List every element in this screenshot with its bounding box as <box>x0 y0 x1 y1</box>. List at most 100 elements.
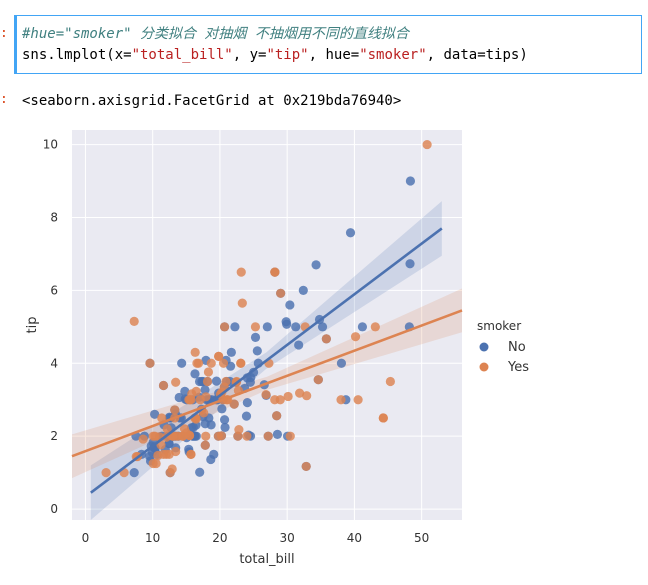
scatter-point-yes <box>200 440 210 450</box>
code-cell[interactable] <box>14 15 642 74</box>
scatter-point-no <box>190 369 200 379</box>
scatter-point-yes <box>158 380 169 391</box>
scatter-point-no <box>217 404 227 414</box>
scatter-point-yes <box>138 434 148 444</box>
y-tick-label: 10 <box>43 138 58 152</box>
scatter-point-yes <box>270 395 280 405</box>
scatter-point-no <box>177 358 187 368</box>
scatter-point-yes <box>237 298 247 308</box>
scatter-point-yes <box>301 461 311 472</box>
regression-line-no <box>90 227 443 494</box>
scatter-point-yes <box>219 322 230 332</box>
scatter-point-yes <box>206 358 216 368</box>
scatter-point-no <box>262 322 272 332</box>
scatter-point-no <box>311 260 321 270</box>
lmplot-chart: 0 10 20 30 40 50 0 2 4 6 8 10 total_bill tip smoke… <box>25 130 529 567</box>
code-comment: #hue="smoker" 分类拟合 对抽烟 不抽烟用不同的直线拟合 <box>22 26 409 42</box>
scatter-point-yes <box>214 351 224 361</box>
scatter-point-yes <box>218 358 229 368</box>
scatter-point-no <box>294 340 304 350</box>
y-tick-labels: 0 2 4 6 8 10 <box>43 138 58 516</box>
scatter-point-yes <box>201 392 211 402</box>
input-prompt: : <box>0 26 8 41</box>
scatter-point-no <box>282 319 292 329</box>
x-tick-label: 30 <box>280 531 295 545</box>
scatter-point-no <box>252 346 262 356</box>
legend-marker-no <box>479 342 489 352</box>
scatter-point-yes <box>203 367 214 377</box>
scatter-point-yes <box>187 389 197 399</box>
scatter-point-yes <box>145 358 155 368</box>
scatter-point-no <box>150 409 160 419</box>
scatter-point-no <box>180 386 190 396</box>
scatter-point-yes <box>385 376 395 387</box>
scatter-point-yes <box>263 431 273 441</box>
scatter-point-yes <box>153 450 163 461</box>
cell-output: <seaborn.axisgrid.FacetGrid at 0x219bda7… <box>22 93 402 109</box>
scatter-point-yes <box>285 431 295 441</box>
scatter-point-yes <box>178 431 188 441</box>
legend-label-yes: Yes <box>507 360 529 375</box>
scatter-point-yes <box>171 377 181 387</box>
code-fn: sns.lmplot(x= <box>22 47 132 63</box>
x-tick-label: 40 <box>347 531 362 545</box>
scatter-point-no <box>200 385 210 395</box>
code-hue-arg: "smoker" <box>359 47 427 63</box>
scatter-point-no <box>285 300 295 310</box>
scatter-point-yes <box>186 449 196 459</box>
scatter-point-no <box>174 392 184 403</box>
scatter-point-yes <box>261 390 271 400</box>
scatter-point-yes <box>157 413 167 423</box>
scatter-point-yes <box>213 431 223 441</box>
x-axis-label: total_bill <box>239 552 294 567</box>
scatter-point-yes <box>179 424 190 434</box>
scatter-point-yes <box>193 358 204 368</box>
scatter-point-yes <box>171 446 181 457</box>
code-y-arg: "tip" <box>266 47 309 63</box>
scatter-point-yes <box>250 322 261 332</box>
scatter-point-no <box>220 422 230 433</box>
scatter-point-no <box>405 259 415 269</box>
scatter-point-no <box>219 415 230 425</box>
scatter-point-no <box>291 322 301 332</box>
scatter-point-yes <box>422 139 432 150</box>
scatter-point-yes <box>336 395 346 405</box>
scatter-point-yes <box>276 288 286 298</box>
scatter-point-no <box>195 467 205 477</box>
y-tick-label: 0 <box>50 502 58 516</box>
scatter-point-yes <box>295 388 305 398</box>
scatter-point-no <box>211 376 222 386</box>
scatter-point-yes <box>236 267 246 277</box>
regression-line-yes <box>71 309 463 458</box>
code-text[interactable]: #hue="smoker" 分类拟合 对抽烟 不抽烟用不同的直线拟合 sns.l… <box>22 24 528 66</box>
scatter-point-yes <box>270 267 280 277</box>
scatter-point-no <box>357 322 368 332</box>
x-tick-label: 20 <box>212 531 227 545</box>
scatter-point-yes <box>150 431 160 441</box>
output-prompt: : <box>0 92 8 107</box>
scatter-point-no <box>206 420 216 430</box>
fit-lines <box>71 227 463 494</box>
scatter-point-yes <box>167 464 177 474</box>
legend: smoker No Yes <box>477 319 529 375</box>
scatter-point-no <box>242 398 252 408</box>
scatter-point-no <box>209 449 219 459</box>
scatter-point-yes <box>378 413 388 423</box>
scatter-point-yes <box>162 424 172 434</box>
scatter-point-yes <box>190 347 200 357</box>
scatter-point-no <box>298 285 308 295</box>
scatter-point-yes <box>370 322 380 332</box>
x-tick-label: 50 <box>414 531 429 545</box>
scatter-point-yes <box>321 334 331 344</box>
y-tick-label: 6 <box>50 283 58 297</box>
scatter-point-no <box>405 176 416 186</box>
scatter-point-yes <box>148 458 158 469</box>
code-sep1: , y= <box>232 47 267 63</box>
scatter-point-yes <box>353 395 363 405</box>
code-sep3: , data=tips) <box>426 47 528 63</box>
scatter-point-no <box>226 347 236 357</box>
scatter-point-yes <box>272 411 282 421</box>
code-sep2: , hue= <box>308 47 360 63</box>
scatter-point-yes <box>170 405 180 415</box>
y-axis-label: tip <box>25 317 40 334</box>
